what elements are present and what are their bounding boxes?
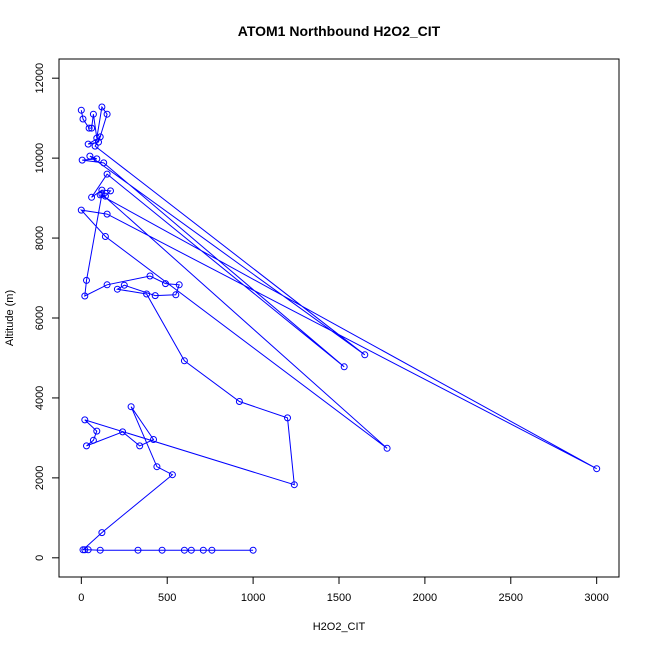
- data-point: [134, 546, 142, 554]
- x-axis: 0 500 1000 1500 2000 2500 3000: [78, 576, 609, 604]
- data-point: [235, 398, 243, 405]
- data-point: [77, 106, 85, 114]
- data-point: [172, 291, 180, 299]
- data-point: [208, 546, 216, 554]
- data-point: [96, 133, 104, 141]
- data-point: [136, 442, 144, 450]
- y-axis: 0 2000 4000 6000 8000 10000 12000: [34, 63, 60, 561]
- data-point: [81, 292, 89, 300]
- data-point: [158, 546, 166, 554]
- data-point: [151, 292, 159, 300]
- data-point: [340, 363, 348, 371]
- data-point: [127, 403, 135, 411]
- x-tick-label: 500: [158, 592, 176, 604]
- data-point: [79, 115, 87, 123]
- data-point: [103, 281, 111, 289]
- x-tick-label: 3000: [584, 592, 608, 604]
- data-point: [361, 351, 369, 359]
- data-point: [100, 159, 108, 167]
- data-point: [93, 427, 101, 435]
- data-point: [383, 444, 391, 452]
- y-tick-label: 8000: [34, 226, 46, 250]
- y-tick-label: 4000: [34, 386, 46, 410]
- x-tick-label: 2000: [413, 592, 437, 604]
- y-axis-label: Altitude (m): [4, 290, 16, 346]
- data-point: [98, 103, 106, 111]
- data-point: [88, 124, 96, 132]
- data-point: [84, 546, 92, 554]
- data-point: [120, 281, 128, 289]
- data-point: [146, 272, 154, 280]
- data-point: [89, 110, 97, 118]
- x-tick-label: 0: [78, 592, 84, 604]
- x-tick-label: 2500: [499, 592, 523, 604]
- data-point: [96, 546, 104, 554]
- data-point: [593, 465, 601, 473]
- y-tick-label: 10000: [34, 143, 46, 174]
- data-point: [98, 190, 106, 198]
- data-point: [103, 110, 111, 118]
- data-point: [98, 186, 106, 194]
- data-point: [187, 546, 195, 554]
- data-point: [83, 276, 90, 284]
- data-point: [84, 140, 92, 148]
- y-tick-label: 6000: [34, 306, 46, 330]
- x-tick-label: 1000: [241, 592, 265, 604]
- data-point: [103, 170, 111, 178]
- data-point: [168, 471, 176, 479]
- data-point: [78, 156, 86, 164]
- y-tick-label: 0: [34, 555, 46, 561]
- data-point: [81, 546, 89, 554]
- data-point: [290, 481, 298, 489]
- data-point: [101, 233, 109, 240]
- x-tick-label: 1500: [327, 592, 351, 604]
- data-point: [101, 192, 109, 200]
- data-point: [180, 546, 188, 554]
- data-point: [83, 442, 90, 450]
- data-point: [143, 290, 151, 298]
- series-line: [79, 105, 597, 551]
- data-point: [103, 210, 111, 218]
- data-point: [162, 280, 169, 288]
- data-point: [81, 416, 89, 424]
- x-axis-label: H2O2_CIT: [313, 621, 366, 633]
- data-point: [85, 124, 93, 132]
- chart-title: ATOM1 Northbound H2O2_CIT: [238, 23, 441, 39]
- data-point: [199, 546, 207, 554]
- data-point: [77, 206, 85, 214]
- data-point: [88, 193, 96, 201]
- series-layer: [77, 103, 601, 554]
- data-point: [98, 529, 106, 537]
- y-tick-label: 12000: [34, 63, 46, 94]
- data-point: [249, 546, 257, 554]
- data-point: [284, 414, 291, 422]
- data-point: [180, 357, 188, 365]
- data-point: [107, 187, 114, 195]
- y-tick-label: 2000: [34, 466, 46, 490]
- data-point: [119, 428, 127, 436]
- data-point: [93, 134, 101, 142]
- data-point: [113, 285, 121, 293]
- data-point: [89, 436, 97, 444]
- data-point: [86, 152, 94, 160]
- data-point: [150, 436, 157, 443]
- data-point: [93, 155, 101, 163]
- data-point: [91, 142, 99, 150]
- data-point: [153, 463, 161, 471]
- data-point: [175, 281, 183, 289]
